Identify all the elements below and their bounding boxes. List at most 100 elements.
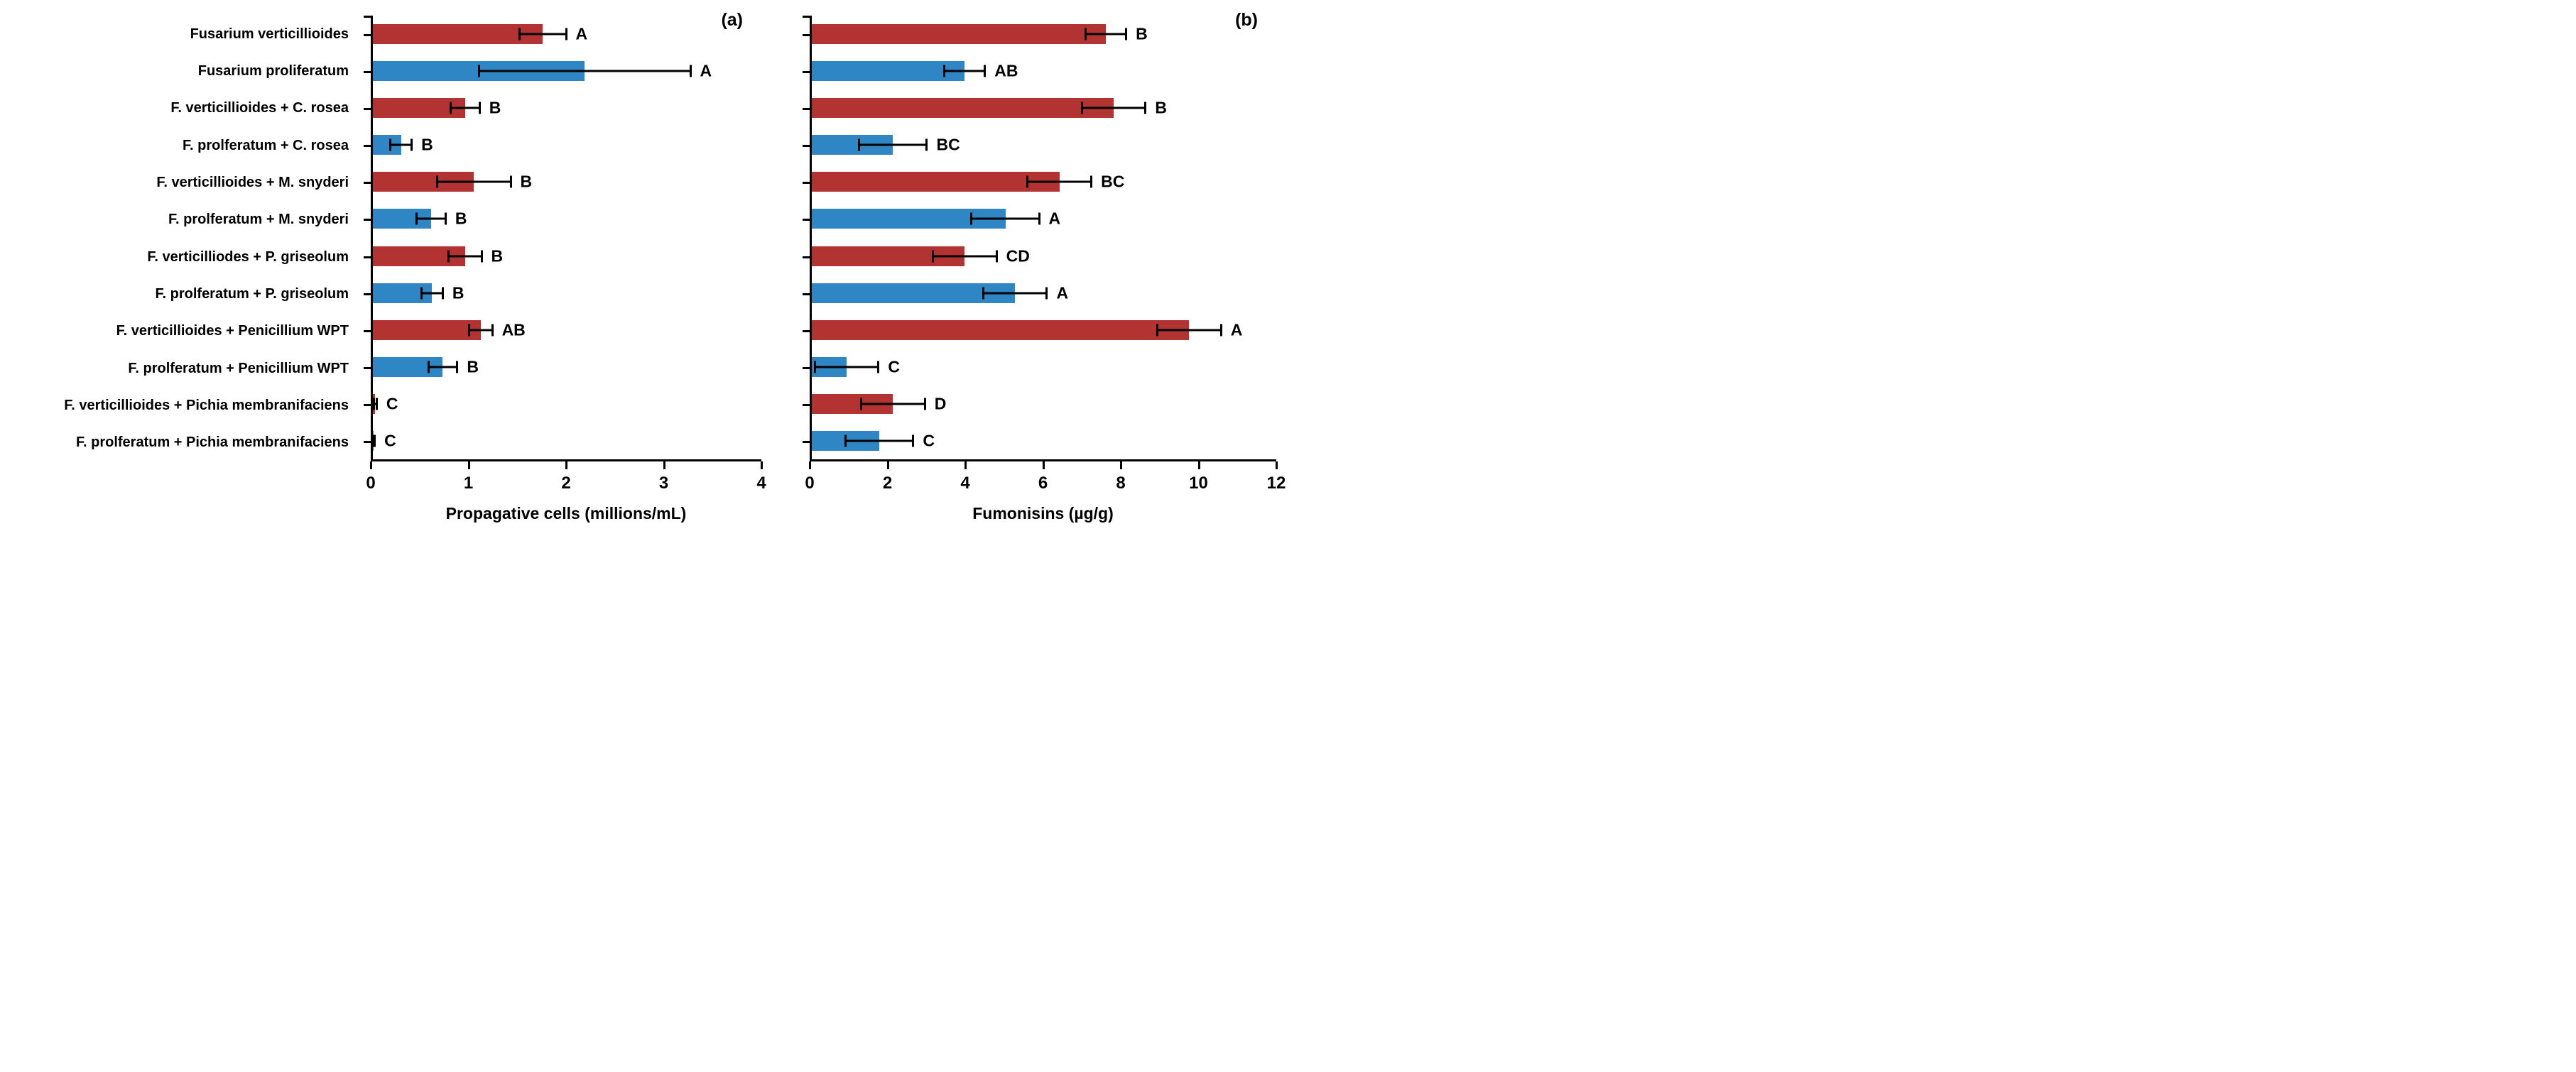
x-tick-label: 3 [658, 474, 669, 493]
category-label: F. verticillioides + Pichia membranifaci… [64, 397, 349, 413]
error-bar-line [435, 180, 512, 183]
error-bar [518, 28, 567, 40]
bar-row: B [373, 163, 761, 200]
error-bar-cap [813, 361, 816, 373]
significance-letter: BC [936, 135, 960, 154]
y-axis-tick [364, 292, 373, 295]
y-axis-tick [803, 256, 812, 258]
x-axis-tick [565, 461, 567, 469]
error-bar-cap [447, 250, 450, 263]
x-tick-label: 0 [805, 474, 815, 493]
panel-label-a: (a) [721, 10, 743, 30]
error-bar-cap [427, 361, 430, 373]
category-labels-column: Fusarium verticillioides Fusarium prolife… [0, 16, 359, 461]
x-tick-label: 1 [463, 474, 474, 493]
category-label: F. prolferatum + P. griseolum [155, 285, 349, 302]
blue-bar [812, 61, 965, 82]
bar-row: B [373, 126, 761, 163]
x-tick-label: 4 [960, 474, 970, 493]
x-axis-tick [1276, 461, 1278, 469]
error-bar-line [373, 403, 378, 405]
error-bar-line [1085, 33, 1128, 35]
error-bar-line [450, 106, 481, 109]
error-bar [982, 287, 1048, 300]
y-axis-tick [364, 403, 373, 406]
dual-bar-chart-figure: Fusarium verticillioides Fusarium prolife… [0, 0, 1288, 536]
bar-row: B [373, 275, 761, 312]
error-bar-cap [1045, 287, 1048, 300]
error-bar-cap [1080, 102, 1083, 114]
significance-letter: A [1230, 320, 1243, 339]
x-axis-title-a: Propagative cells (millions/mL) [445, 504, 687, 523]
x-axis-tick [761, 461, 763, 469]
error-bar-cap [373, 398, 375, 410]
error-bar-cap [480, 250, 483, 263]
bar-row: A [812, 275, 1276, 312]
significance-letter: AB [501, 320, 526, 339]
error-bar-cap [844, 434, 847, 447]
error-bar [373, 398, 378, 410]
x-tick-label: 6 [1038, 474, 1048, 493]
x-tick-label: 12 [1266, 474, 1286, 493]
category-label: Fusarium verticillioides [190, 26, 349, 42]
y-axis-tick [803, 403, 812, 406]
x-tick-label: 2 [882, 474, 893, 493]
error-bar [813, 361, 880, 373]
error-bar-cap [970, 212, 973, 225]
error-bar-line [970, 217, 1040, 220]
significance-letter: A [575, 24, 588, 43]
y-axis-tick [364, 440, 373, 443]
x-axis-tick [809, 461, 811, 469]
category-label: F. verticillioides + M. snyderi [156, 174, 349, 190]
red-bar [373, 319, 481, 340]
error-bar-line [1026, 180, 1093, 183]
bar-row: B [373, 349, 761, 385]
error-bar-cap [858, 138, 861, 151]
error-bar-cap [518, 28, 521, 40]
error-bar-cap [375, 398, 378, 410]
bar-row: BC [812, 126, 1276, 163]
error-bar-line [518, 33, 567, 35]
error-bar-cap [435, 175, 438, 188]
error-bar-cap [441, 287, 444, 300]
x-tick-label: 2 [561, 474, 571, 493]
panel-label-b: (b) [1235, 10, 1258, 30]
significance-letter: B [489, 98, 501, 117]
bar-row: C [373, 385, 761, 422]
error-bar-line [415, 217, 447, 220]
error-bar-line [420, 292, 444, 295]
error-bar [389, 138, 413, 151]
bar-row: B [373, 238, 761, 275]
red-bar [373, 24, 543, 45]
error-bar-cap [468, 324, 470, 337]
error-bar-cap [995, 250, 998, 263]
y-axis-tick [364, 16, 373, 18]
bar-row: C [373, 422, 761, 459]
red-bar [812, 24, 1107, 45]
error-bar [415, 212, 447, 225]
error-bar-cap [943, 65, 946, 77]
significance-letter: D [934, 394, 947, 413]
error-bar-cap [374, 434, 376, 447]
error-bar-cap [1026, 175, 1029, 188]
error-bar-cap [444, 212, 447, 225]
category-label: F. verticillioides + Penicillium WPT [116, 323, 349, 339]
error-bar-cap [1144, 102, 1147, 114]
error-bar-cap [925, 138, 928, 151]
y-axis-tick [803, 71, 812, 74]
plot-area-a: A A B B B B B B AB B C C [364, 16, 761, 461]
error-bar [1026, 175, 1093, 188]
error-bar-cap [415, 212, 418, 225]
error-bar [970, 212, 1040, 225]
x-tick-label: 4 [756, 474, 766, 493]
y-axis-tick [364, 34, 373, 37]
bar-row: B [373, 200, 761, 237]
category-label: Fusarium proliferatum [197, 62, 349, 79]
bar-row: C [812, 349, 1276, 385]
error-bar [477, 65, 692, 77]
error-bar-line [468, 329, 494, 332]
x-axis-tick [1197, 461, 1200, 469]
bar-row: A [373, 53, 761, 89]
error-bar-cap [912, 434, 915, 447]
error-bar-line [813, 366, 880, 368]
